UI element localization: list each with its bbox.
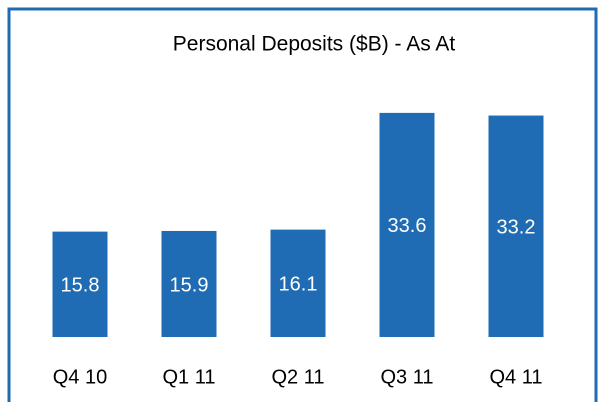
value-label: 33.2 (497, 217, 536, 239)
x-tick-label: Q4 10 (53, 366, 107, 388)
x-tick-label: Q3 11 (381, 366, 434, 388)
bar (161, 230, 217, 337)
value-label: 15.8 (61, 275, 100, 297)
bar (52, 231, 108, 337)
bar (270, 229, 326, 337)
x-tick-label: Q4 11 (490, 366, 543, 388)
value-label: 16.1 (279, 274, 318, 296)
bar (488, 115, 544, 337)
bar (379, 112, 435, 337)
x-tick-label: Q2 11 (272, 366, 325, 388)
frame (7, 7, 598, 402)
chart-title: Personal Deposits ($B) - As At (173, 33, 456, 56)
value-label: 33.6 (388, 215, 427, 237)
x-tick-label: Q1 11 (163, 366, 216, 388)
value-label: 15.9 (170, 274, 209, 296)
